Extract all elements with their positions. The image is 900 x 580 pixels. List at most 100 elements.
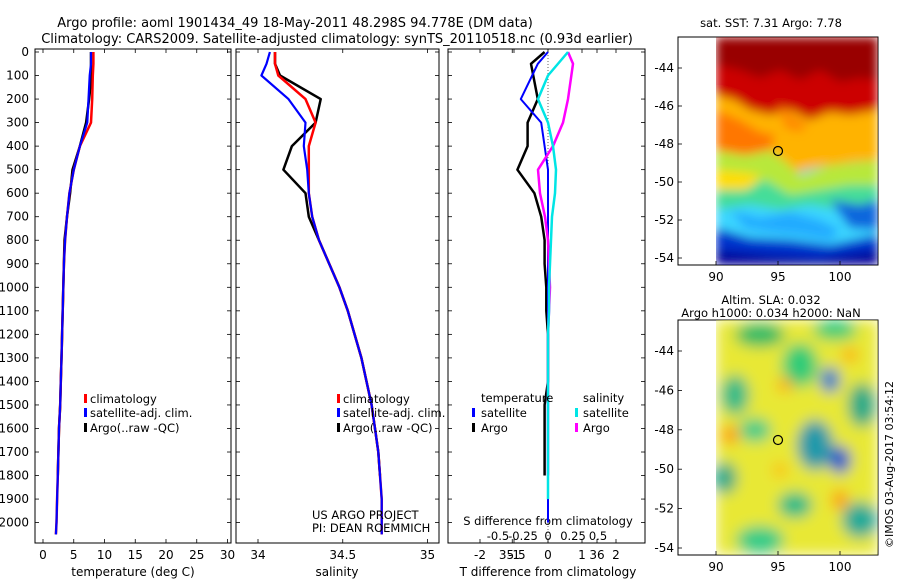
map-y-label: -48 [654,423,674,437]
x-tick-label: 1 [578,548,586,562]
sal-legend-argo: Argo(..raw -QC) [343,421,433,435]
depth-tick-label: 1100 [0,304,29,318]
legend-swatch-argo [84,423,87,432]
s-diff-tick-label: -0.5 [487,529,509,543]
depth-tick-label: 400 [6,139,29,153]
depth-tick-label: 1600 [0,421,29,435]
x-tick-label: 30 [220,548,235,562]
float-location-marker [772,145,784,157]
sst-map-ticks: -44 -46 -48 -50 -52 -54 90 95 100 [654,61,851,284]
diff-legend: temperature salinity satellite Argo sate… [472,391,629,435]
x-tick-label: 15 [128,548,143,562]
legend-s-satellite: satellite [583,406,629,420]
x-tick-label: 35 [420,548,435,562]
map-y-label: -48 [654,137,674,151]
float-location-marker-sla [772,434,784,446]
depth-tick-label: 500 [6,163,29,177]
map-y-label: -50 [654,175,674,189]
x-tick-label: 34 [250,548,265,562]
map-x-label: 90 [708,270,723,284]
map-y-label: -46 [654,99,674,113]
imos-watermark: ©IMOS 03-Aug-2017 03:54:12 [883,381,896,548]
sal-xlabel: salinity [315,565,358,579]
series-satellite [260,51,383,535]
depth-tick-label: 300 [6,116,29,130]
s-diff-tick-label: 0.25 [560,529,586,543]
s-diff-tick-label: 0 [544,529,551,543]
sal-legend-satellite: satellite-adj. clim. [343,406,445,420]
legend-swatch-satellite [337,408,340,417]
sla-map-ticks: -44 -46 -48 -50 -52 -54 90 95 100 [654,344,851,574]
depth-tick-labels: 0 100 200 300 400 500 600 700 800 900 1000 1100 1200… [0,45,29,530]
depth-tick-label: 2000 [0,516,29,530]
depth-tick-label: 1000 [0,280,29,294]
credit-pi: PI: DEAN ROEMMICH [312,521,430,535]
x-tick-label: 25 [189,548,204,562]
depth-tick-label: 1200 [0,327,29,341]
series-s-satellite [536,51,569,500]
temp-legend-argo: Argo(..raw -QC) [90,421,180,435]
depth-tick-label: 900 [6,257,29,271]
sst-title: sat. SST: 7.31 Argo: 7.78 [700,16,842,30]
map-y-label: -44 [654,344,674,358]
x-tick-label: 35.5 [499,548,526,562]
map-x-label: 95 [770,560,785,574]
temp-lines [54,52,95,535]
depth-tick-label: 1900 [0,492,29,506]
x-tick-label: 10 [97,548,112,562]
legend-swatch-argo [337,423,340,432]
diff-lines [516,51,575,523]
legend-t-satellite: satellite [481,406,527,420]
x-tick-label: 2 [612,548,620,562]
diff-s-ticks: -0.5-0.25 0 0.25 0.5 [487,529,607,543]
x-tick-label: 5 [70,548,78,562]
temp-legend-satellite: satellite-adj. clim. [90,406,192,420]
depth-tick-label: 100 [6,69,29,83]
s-diff-tick-label: 0.5 [589,529,607,543]
depth-tick-label: 1400 [0,374,29,388]
depth-tick-label: 700 [6,210,29,224]
depth-tick-label: 800 [6,233,29,247]
legend-s-argo: Argo [583,421,610,435]
map-y-label: -50 [654,462,674,476]
diff-x-ticks: -2 -1 0 1 2 [474,49,620,562]
series-satellite [54,52,93,535]
sal-x-ticks: 34 34.5 35 35.5 36 [250,49,605,562]
depth-tick-label: 0 [21,45,29,59]
sst-map [716,37,878,265]
depth-tick-label: 1800 [0,469,29,483]
x-tick-label: 36 [589,548,604,562]
x-tick-label: 34.5 [329,548,356,562]
depth-tick-label: 1300 [0,351,29,365]
sla-map [716,320,878,555]
temp-panel-frame [34,48,232,544]
salinity-panel-frame [235,48,440,544]
temp-legend: climatology satellite-adj. clim. Argo(..… [84,392,192,435]
series-t-argo [516,51,550,476]
sal-lines [260,51,383,535]
s-diff-tick-label: -0.25 [508,529,538,543]
legend-swatch-t-satellite [472,408,475,417]
legend-swatch-s-argo [575,423,578,432]
sal-legend: climatology satellite-adj. clim. Argo(..… [337,392,445,435]
map-y-label: -52 [654,213,674,227]
diff-xlabel: T difference from climatology [459,565,637,579]
sla-title1: Altim. SLA: 0.032 [721,293,820,307]
map-y-label: -44 [654,61,674,75]
map-y-label: -46 [654,383,674,397]
sal-legend-climatology: climatology [343,392,410,406]
depth-tick-label: 600 [6,186,29,200]
map-x-label: 100 [829,270,852,284]
temp-x-ticks: 0 5 10 15 20 25 30 [39,49,235,562]
map-x-label: 100 [829,560,852,574]
header-line2: Climatology: CARS2009. Satellite-adjuste… [41,32,633,47]
map-y-label: -54 [654,541,674,555]
temp-legend-climatology: climatology [90,392,157,406]
x-tick-label: -1 [508,548,520,562]
legend-swatch-climatology [337,394,340,403]
map-x-label: 90 [708,560,723,574]
credit-project: US ARGO PROJECT [312,508,420,522]
depth-tick-label: 200 [6,92,29,106]
depth-tick-label: 1500 [0,398,29,412]
